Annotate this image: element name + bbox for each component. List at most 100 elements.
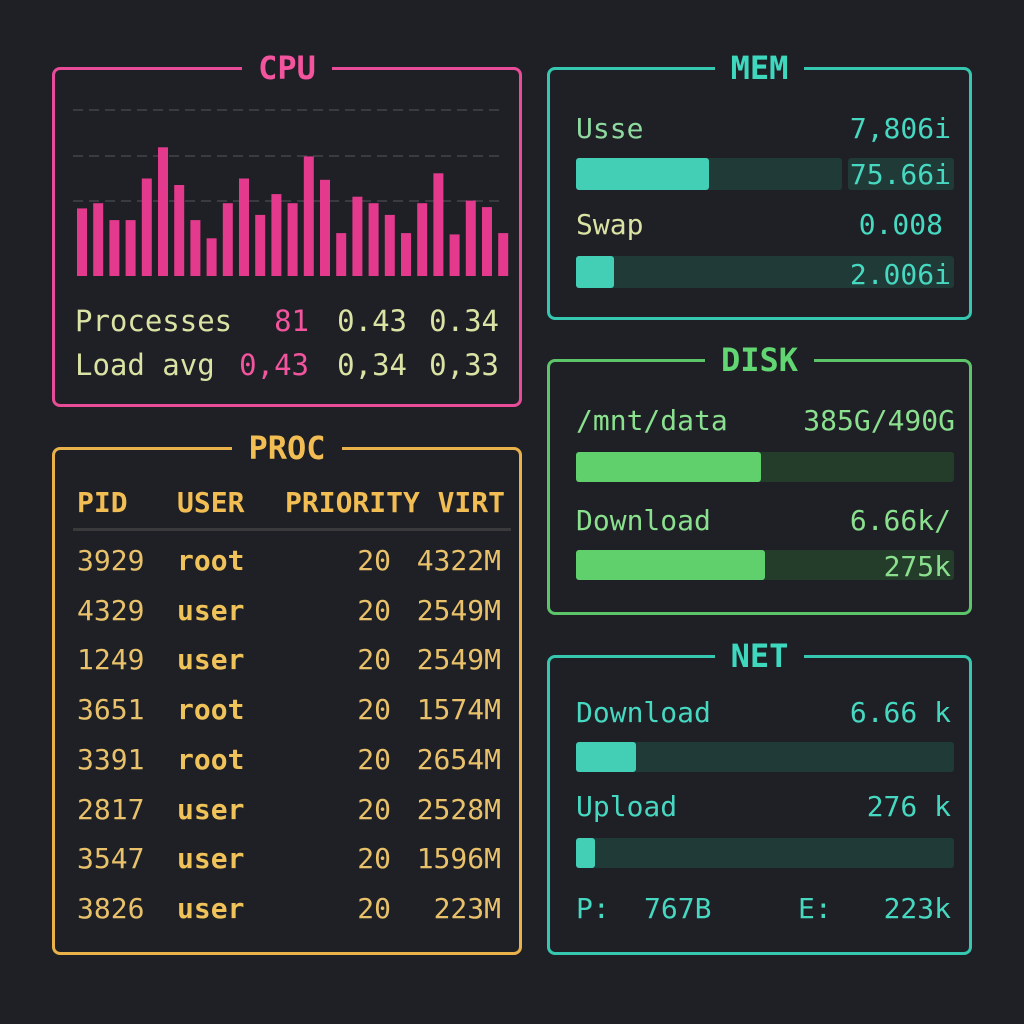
row-virt: 2654M: [416, 742, 501, 776]
processes-count: 81: [274, 304, 309, 338]
cpu-bar: [141, 178, 152, 276]
row-user: user: [177, 593, 245, 627]
row-pid: 3651: [77, 693, 145, 727]
load-avg-1: 0,43: [239, 348, 309, 382]
row-virt: 2528M: [416, 792, 501, 826]
cpu-bar: [158, 147, 168, 276]
disk-download-total: 275k: [883, 550, 951, 583]
header-pid[interactable]: PID: [77, 486, 128, 519]
row-pid: 1249: [77, 643, 145, 677]
mem-use-bar: [576, 158, 842, 190]
disk-download-bar-fill: [576, 550, 765, 580]
row-priority: 20: [357, 544, 391, 577]
processes-label: Processes: [75, 304, 233, 338]
row-user: root: [177, 693, 245, 727]
row-user: user: [177, 842, 245, 876]
cpu-bar: [190, 220, 201, 276]
table-row[interactable]: 3651 root 20 1574M: [55, 693, 519, 743]
cpu-bar: [222, 203, 233, 276]
net-upload-bar: [576, 838, 954, 868]
disk-usage-bar: [576, 452, 954, 482]
processes-value-2: 0.43: [337, 304, 407, 338]
table-row[interactable]: 2817 user 20 2528M: [55, 793, 519, 843]
cpu-bar: [239, 178, 249, 276]
proc-header-divider: [73, 528, 511, 531]
row-user: user: [177, 792, 245, 826]
cpu-bar: [320, 179, 330, 276]
row-virt: 1574M: [416, 693, 501, 727]
cpu-title: CPU: [242, 49, 332, 87]
row-priority: 20: [357, 693, 391, 727]
load-avg-label: Load avg: [75, 348, 215, 382]
disk-download-value: 6.66k/: [849, 504, 951, 537]
row-virt: 2549M: [416, 593, 501, 627]
net-title: NET: [714, 637, 805, 675]
row-priority: 20: [357, 643, 391, 677]
cpu-bar: [109, 220, 120, 276]
row-pid: 3929: [77, 544, 145, 577]
net-e-label: E:: [798, 892, 832, 925]
table-row[interactable]: 3826 user 20 223M: [55, 892, 519, 942]
row-user: root: [177, 544, 245, 577]
swap-value: 0.008: [858, 208, 943, 241]
mem-panel: MEM Usse 7,806i 75.66i Swap 0.008 2.006i: [547, 49, 972, 320]
net-download-bar: [576, 742, 954, 772]
table-row[interactable]: 3929 root 20 4322M: [55, 544, 519, 594]
header-priority[interactable]: PRIORITY: [285, 486, 420, 519]
disk-panel: DISK /mnt/data 385G/490G Download 6.66k/…: [547, 341, 972, 615]
cpu-bar: [417, 203, 428, 276]
cpu-bar: [336, 233, 347, 276]
row-priority: 20: [357, 792, 391, 826]
load-avg-5: 0,34: [337, 348, 407, 382]
row-pid: 2817: [77, 792, 145, 826]
proc-title: PROC: [232, 429, 342, 467]
row-virt: 2549M: [416, 643, 501, 677]
disk-download-label: Download: [576, 504, 711, 537]
table-row[interactable]: 3391 root 20 2654M: [55, 743, 519, 793]
net-download-value: 6.66 k: [849, 696, 951, 729]
cpu-bar: [498, 233, 509, 276]
header-virt[interactable]: VIRT: [437, 486, 505, 519]
mem-total-value: 75.66i: [849, 158, 951, 191]
swap-bar-fill: [576, 256, 614, 288]
cpu-bar: [368, 203, 379, 276]
disk-mount-label: /mnt/data: [576, 404, 728, 437]
row-priority: 20: [357, 842, 391, 876]
cpu-usage-chart: [73, 109, 509, 276]
cpu-bar: [303, 156, 314, 276]
cpu-bar: [93, 203, 104, 276]
proc-table-header: PID USER PRIORITY VIRT: [55, 486, 519, 526]
mem-title: MEM: [714, 49, 805, 87]
swap-label: Swap: [576, 208, 644, 241]
cpu-bar: [271, 194, 282, 276]
mem-use-value: 7,806i: [849, 112, 951, 145]
row-pid: 3826: [77, 891, 145, 925]
cpu-bar: [125, 220, 136, 276]
table-row[interactable]: 4329 user 20 2549M: [55, 594, 519, 644]
row-virt: 1596M: [416, 842, 501, 876]
cpu-bar: [433, 173, 444, 276]
net-download-bar-fill: [576, 742, 637, 772]
cpu-bar: [77, 208, 87, 276]
cpu-bar: [174, 185, 185, 276]
row-priority: 20: [357, 742, 391, 776]
row-user: user: [177, 891, 245, 925]
proc-panel: PROC PID USER PRIORITY VIRT 3929 root 20 43…: [52, 429, 522, 955]
cpu-bar: [352, 196, 363, 276]
cpu-bar: [255, 214, 266, 276]
processes-value-3: 0.34: [429, 304, 499, 338]
swap-bar: [576, 256, 954, 288]
cpu-bar: [384, 214, 395, 276]
row-virt: 223M: [433, 891, 501, 925]
load-avg-15: 0,33: [429, 348, 499, 382]
table-row[interactable]: 1249 user 20 2549M: [55, 643, 519, 693]
net-upload-value: 276 k: [866, 790, 951, 823]
net-panel: NET Download 6.66 k Upload 276 k P: 767B…: [547, 637, 972, 955]
row-virt: 4322M: [416, 544, 501, 577]
header-user[interactable]: USER: [177, 486, 245, 519]
disk-download-bar: [576, 550, 954, 580]
row-pid: 3547: [77, 842, 145, 876]
cpu-bar: [482, 207, 492, 276]
net-p-label: P:: [576, 892, 610, 925]
table-row[interactable]: 3547 user 20 1596M: [55, 842, 519, 892]
